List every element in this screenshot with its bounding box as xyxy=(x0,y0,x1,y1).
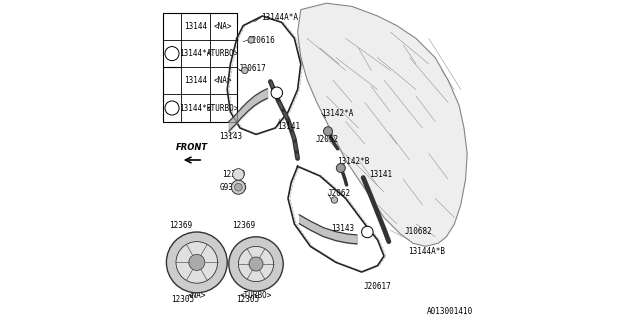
Circle shape xyxy=(229,237,283,291)
Text: 12339: 12339 xyxy=(223,170,246,179)
Text: A013001410: A013001410 xyxy=(428,308,474,316)
Circle shape xyxy=(233,169,244,180)
Text: 13144*A: 13144*A xyxy=(179,49,211,58)
Text: <TURBO>: <TURBO> xyxy=(207,49,239,58)
Circle shape xyxy=(239,246,274,282)
Text: 2: 2 xyxy=(365,229,369,235)
Circle shape xyxy=(337,164,346,172)
Text: <NA>: <NA> xyxy=(188,292,206,300)
Circle shape xyxy=(165,101,179,115)
Circle shape xyxy=(242,67,248,74)
Circle shape xyxy=(362,226,373,238)
Text: 13144A*A: 13144A*A xyxy=(261,13,298,22)
Circle shape xyxy=(248,37,254,43)
Text: <NA>: <NA> xyxy=(214,76,232,85)
Text: 13141: 13141 xyxy=(277,122,300,131)
Text: 13142*B: 13142*B xyxy=(338,157,370,166)
Text: 13141: 13141 xyxy=(370,170,393,179)
Text: 13143: 13143 xyxy=(332,224,355,233)
Circle shape xyxy=(364,229,370,235)
Text: 13144: 13144 xyxy=(184,76,207,85)
Text: 1: 1 xyxy=(170,49,174,58)
Circle shape xyxy=(271,87,283,99)
Text: J20617: J20617 xyxy=(239,64,266,73)
Text: 12305: 12305 xyxy=(236,295,260,304)
Text: 12369: 12369 xyxy=(232,221,255,230)
Text: 13144A*B: 13144A*B xyxy=(408,247,445,256)
Text: 12305: 12305 xyxy=(172,295,195,304)
Circle shape xyxy=(332,197,338,203)
Circle shape xyxy=(176,242,218,283)
Text: 13142*A: 13142*A xyxy=(322,109,354,118)
Text: 2: 2 xyxy=(170,103,174,113)
Circle shape xyxy=(323,127,333,136)
Text: FRONT: FRONT xyxy=(176,143,208,152)
Text: 12369: 12369 xyxy=(169,221,192,230)
Text: J10682: J10682 xyxy=(405,228,433,236)
Text: J2062: J2062 xyxy=(315,135,339,144)
Text: 13144: 13144 xyxy=(184,22,207,31)
Circle shape xyxy=(165,46,179,61)
FancyBboxPatch shape xyxy=(163,13,237,122)
Text: 13144*B: 13144*B xyxy=(179,103,211,113)
Text: G93906: G93906 xyxy=(219,183,247,192)
Text: <TURBO>: <TURBO> xyxy=(240,292,272,300)
Circle shape xyxy=(235,183,243,191)
Text: J20616: J20616 xyxy=(248,36,276,44)
Text: 13143: 13143 xyxy=(219,132,243,140)
Polygon shape xyxy=(298,3,467,246)
Text: J2062: J2062 xyxy=(328,189,351,198)
Text: <TURBO>: <TURBO> xyxy=(207,103,239,113)
Circle shape xyxy=(249,257,263,271)
Circle shape xyxy=(232,180,246,194)
Text: 1: 1 xyxy=(275,90,279,96)
Text: <NA>: <NA> xyxy=(214,22,232,31)
Circle shape xyxy=(166,232,227,293)
Circle shape xyxy=(189,254,205,270)
Text: J20617: J20617 xyxy=(364,282,391,291)
